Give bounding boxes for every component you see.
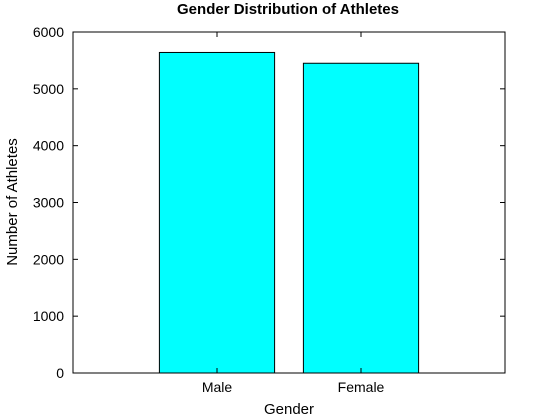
y-axis-ticks: 0 1000 2000 3000 4000 5000 6000 xyxy=(33,24,505,381)
y-tick-label: 0 xyxy=(56,365,64,381)
bar-male xyxy=(158,51,276,374)
x-tick-label-female: Female xyxy=(338,379,385,395)
y-tick-label: 3000 xyxy=(33,195,64,211)
y-tick-label: 2000 xyxy=(33,251,64,267)
y-tick-label: 6000 xyxy=(33,24,64,40)
y-tick-label: 5000 xyxy=(33,81,64,97)
bars-group xyxy=(158,51,420,374)
bar-female xyxy=(302,62,420,374)
x-axis-ticks: Male Female xyxy=(202,32,385,395)
y-tick-label: 1000 xyxy=(33,308,64,324)
x-tick-label-male: Male xyxy=(202,379,233,395)
y-axis-label: Number of Athletes xyxy=(4,138,21,266)
plot-frame xyxy=(72,31,506,374)
chart-title: Gender Distribution of Athletes xyxy=(177,1,399,18)
x-axis-label: Gender xyxy=(264,401,314,418)
y-tick-label: 4000 xyxy=(33,138,64,154)
